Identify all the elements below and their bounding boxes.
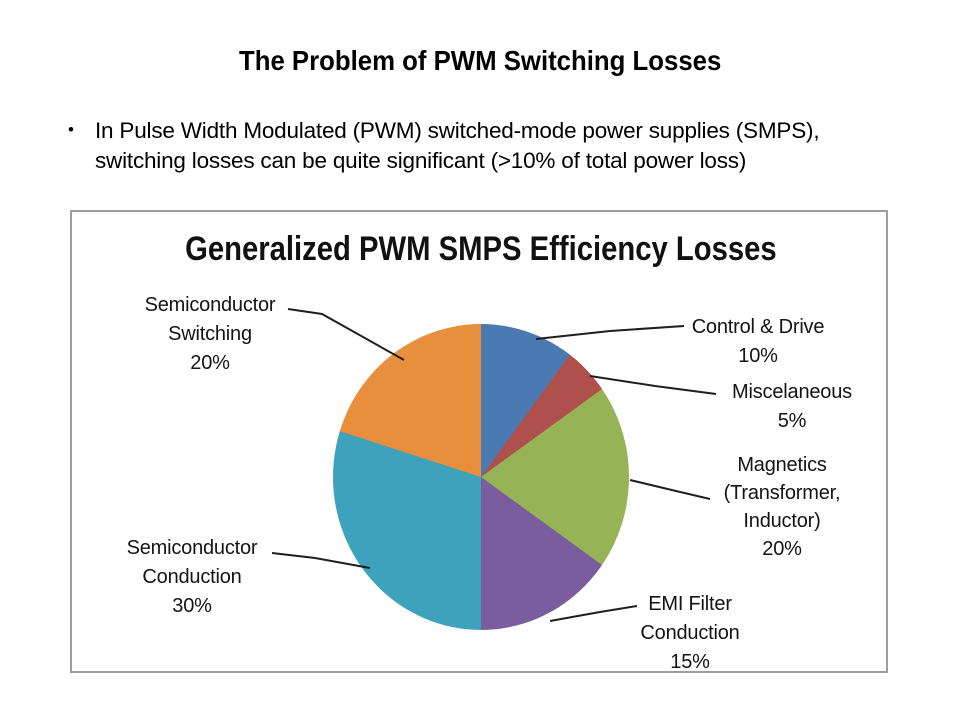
chart-title-text: Generalized PWM SMPS Efficiency Losses: [185, 230, 777, 268]
callout-value: 15%: [670, 651, 710, 673]
callout-line-text: Conduction: [142, 566, 242, 588]
callout-control-drive: Control & Drive 10%: [668, 313, 848, 371]
bullet-marker: •: [68, 120, 74, 139]
page-title: The Problem of PWM Switching Losses: [0, 44, 960, 78]
callout-value: 10%: [738, 345, 778, 367]
callout-line-text: Miscelaneous: [732, 381, 852, 403]
chart-title: Generalized PWM SMPS Efficiency Losses: [70, 230, 892, 269]
callout-semiconductor-switching: Semiconductor Switching 20%: [120, 291, 300, 378]
callout-line-text: Control & Drive: [691, 316, 825, 338]
callout-line-text: EMI Filter: [648, 593, 732, 615]
callout-value: 5%: [777, 410, 807, 432]
callout-miscelaneous: Miscelaneous 5%: [702, 378, 882, 436]
callout-emi-filter: EMI Filter Conduction 15%: [600, 590, 780, 677]
bullet-text: In Pulse Width Modulated (PWM) switched-…: [95, 116, 906, 176]
bullet-line-1: In Pulse Width Modulated (PWM) switched-…: [95, 118, 820, 143]
callout-value: 20%: [762, 538, 802, 560]
callout-value: 20%: [190, 352, 230, 374]
callout-value: 30%: [172, 595, 212, 617]
callout-line-text: Magnetics: [737, 454, 827, 476]
callout-line-text: Conduction: [640, 622, 740, 644]
callout-line-text: (Transformer,: [723, 482, 841, 504]
pie-chart: [333, 324, 629, 630]
bullet-item: • In Pulse Width Modulated (PWM) switche…: [66, 116, 906, 176]
callout-line-text: Inductor): [743, 510, 821, 532]
page-title-text: The Problem of PWM Switching Losses: [238, 45, 722, 76]
callout-magnetics: Magnetics (Transformer, Inductor) 20%: [692, 451, 872, 563]
bullet-line-2: switching losses can be quite significan…: [95, 148, 747, 173]
callout-semiconductor-conduction: Semiconductor Conduction 30%: [102, 534, 282, 621]
callout-line-text: Switching: [168, 323, 252, 345]
callout-line-text: Semiconductor: [144, 294, 276, 316]
callout-line-text: Semiconductor: [126, 537, 258, 559]
